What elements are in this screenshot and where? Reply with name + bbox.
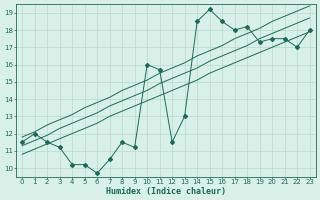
X-axis label: Humidex (Indice chaleur): Humidex (Indice chaleur) (106, 187, 226, 196)
